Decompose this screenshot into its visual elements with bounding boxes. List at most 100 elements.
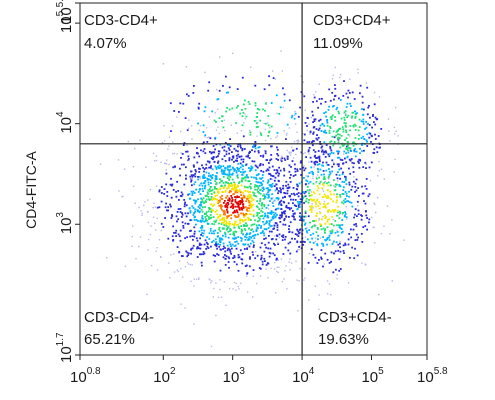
event-dot [338, 258, 341, 261]
event-dot [232, 257, 234, 259]
event-dot [238, 196, 240, 198]
event-dot [391, 280, 393, 282]
event-dot [319, 124, 322, 127]
event-dot [383, 178, 385, 180]
event-dot [283, 218, 286, 220]
event-dot [303, 153, 305, 155]
event-dot [207, 216, 210, 218]
event-dot [374, 203, 376, 205]
event-dot [277, 243, 279, 245]
event-dot [280, 199, 283, 202]
event-dot [369, 179, 372, 182]
event-dot [193, 165, 195, 168]
event-dot [294, 110, 296, 113]
event-dot [318, 201, 321, 203]
event-dot [361, 144, 363, 146]
event-dot [237, 254, 240, 256]
event-dot [194, 199, 196, 202]
event-dot [318, 217, 320, 220]
event-dot [183, 163, 185, 166]
event-dot [348, 195, 350, 198]
event-dot [244, 179, 247, 182]
event-dot [189, 210, 192, 212]
event-dot [329, 230, 332, 233]
event-dot [196, 151, 198, 154]
event-dot [236, 195, 239, 198]
event-dot [344, 242, 347, 245]
event-dot [215, 245, 218, 248]
event-dot [297, 203, 300, 205]
event-dot [216, 209, 218, 212]
event-dot [366, 217, 368, 219]
event-dot [343, 122, 346, 124]
event-dot [322, 265, 324, 268]
event-dot [223, 169, 226, 172]
event-dot [346, 148, 349, 150]
event-dot [218, 117, 221, 120]
event-dot [285, 215, 288, 218]
event-dot [228, 198, 231, 201]
event-dot [330, 140, 333, 143]
quadrant-bottom-left-percent: 65.21% [84, 331, 135, 348]
event-dot [322, 206, 325, 208]
event-dot [282, 253, 285, 255]
event-dot [320, 228, 323, 231]
event-dot [259, 131, 261, 133]
event-dot [356, 112, 358, 114]
event-dot [270, 184, 272, 186]
event-dot [245, 222, 247, 225]
event-dot [308, 299, 310, 301]
event-dot [236, 132, 238, 134]
event-dot [360, 214, 362, 216]
event-dot [314, 151, 317, 153]
event-dot [344, 113, 347, 115]
event-dot [283, 130, 285, 132]
event-dot [197, 178, 199, 181]
event-dot [195, 223, 197, 226]
event-dot [334, 119, 337, 122]
event-dot [238, 170, 240, 172]
event-dot [322, 216, 324, 218]
event-dot [194, 202, 197, 205]
event-dot [333, 163, 335, 166]
event-dot [257, 121, 259, 124]
event-dot [201, 164, 203, 167]
event-dot [270, 186, 273, 188]
event-dot [249, 232, 252, 234]
event-dot [186, 129, 189, 132]
event-dot [324, 101, 327, 103]
event-dot [242, 161, 245, 163]
event-dot [288, 207, 290, 209]
event-dot [236, 157, 238, 160]
event-dot [234, 184, 236, 187]
event-dot [150, 264, 153, 267]
event-dot [243, 243, 246, 246]
event-dot [243, 228, 246, 230]
event-dot [235, 196, 237, 199]
event-dot [280, 160, 283, 163]
event-dot [206, 245, 209, 248]
event-dot [205, 127, 208, 129]
event-dot [251, 228, 253, 231]
event-dot [351, 161, 354, 164]
event-dot [320, 102, 322, 105]
event-dot [345, 137, 348, 140]
event-dot [329, 172, 332, 175]
event-dot [211, 232, 213, 235]
event-dot [184, 307, 186, 309]
event-dot [249, 186, 252, 188]
event-dot [310, 248, 313, 251]
event-dot [289, 258, 291, 260]
event-dot [309, 181, 312, 183]
event-dot [343, 150, 346, 153]
event-dot [234, 214, 236, 217]
event-dot [306, 189, 309, 192]
event-dot [354, 213, 356, 216]
event-dot [228, 108, 231, 111]
event-dot [226, 215, 228, 218]
event-dot [222, 256, 225, 259]
event-dot [196, 247, 198, 250]
event-dot [240, 230, 243, 233]
event-dot [325, 161, 328, 164]
event-dot [184, 212, 187, 215]
